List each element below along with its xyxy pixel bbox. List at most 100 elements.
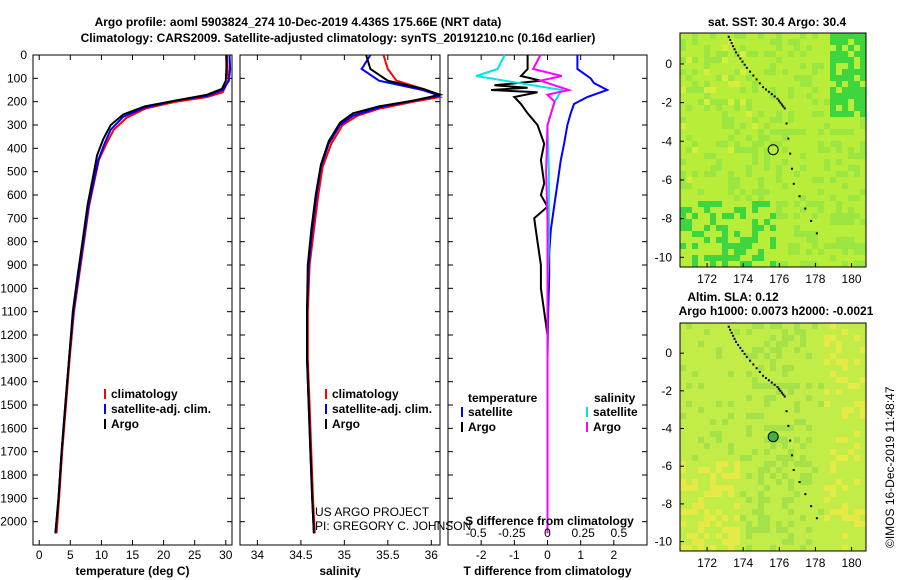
sla-map-cell: [740, 515, 746, 521]
temperature-profile-ytick-label: 1600: [0, 421, 27, 435]
salinity-panel: 34 34.5 35 35.5 36 salinity climatologysatelli…: [239, 54, 444, 578]
sst-map-cell: [704, 57, 710, 63]
sst-map-cell: [692, 213, 698, 219]
sla-map-cell: [698, 437, 704, 443]
sst-map-cell: [692, 171, 698, 177]
sla-map-cell: [788, 449, 794, 455]
sla-map-cell: [818, 383, 824, 389]
sla-map-cell: [752, 527, 758, 533]
sla-map-xtick-label: 174: [733, 556, 753, 570]
sla-map-cell: [830, 449, 836, 455]
sla-map-cell: [776, 455, 782, 461]
sla-map-cell: [752, 383, 758, 389]
sst-map-ytick-label: 0: [665, 57, 672, 71]
difference-legend-salinity-label: Argo: [593, 420, 621, 434]
sla-map-cell: [782, 365, 788, 371]
sla-map-ytick-label: -8: [661, 497, 672, 511]
sla-map-cell: [824, 335, 830, 341]
salinity-legend-label: climatology: [332, 387, 399, 401]
sla-map-cell: [710, 515, 716, 521]
sla-map-cell: [806, 539, 812, 545]
sst-map-cell: [710, 219, 716, 225]
sst-map-cell: [830, 39, 836, 45]
sst-map-cell: [800, 51, 806, 57]
sst-map-cell: [800, 165, 806, 171]
sst-map-cell: [854, 87, 860, 93]
sst-map-cell: [752, 123, 758, 129]
sla-map-cell: [752, 509, 758, 515]
sla-map-cell: [854, 509, 860, 515]
sst-map-cell: [854, 195, 860, 201]
sst-map-cell: [824, 243, 830, 249]
sla-map-cell: [836, 509, 842, 515]
sla-map-cell: [746, 413, 752, 419]
sst-map-cell: [746, 135, 752, 141]
sst-map-cell: [728, 123, 734, 129]
sst-map-cell: [848, 219, 854, 225]
sst-map-cell: [740, 33, 746, 39]
sst-map-cell: [794, 129, 800, 135]
sla-map-cell: [764, 341, 770, 347]
sla-map-cell: [770, 395, 776, 401]
sst-map-cell: [680, 159, 686, 165]
sst-map-cell: [794, 243, 800, 249]
sla-map-cell: [854, 335, 860, 341]
sla-map-cell: [776, 383, 782, 389]
sla-map-cell: [704, 509, 710, 515]
sla-map-track-point: [779, 389, 782, 392]
sla-map-track-point: [755, 367, 758, 370]
sst-map-cell: [734, 249, 740, 255]
sst-map-cell: [698, 201, 704, 207]
sla-map-cell: [764, 521, 770, 527]
sla-map-track-point: [789, 439, 792, 442]
sla-map-cell: [758, 467, 764, 473]
sla-map-cell: [740, 491, 746, 497]
sst-map-cell: [860, 153, 866, 159]
sst-map-cell: [824, 159, 830, 165]
sla-map-cell: [782, 503, 788, 509]
sst-map-cell: [692, 81, 698, 87]
sst-map-cell: [788, 39, 794, 45]
sst-map-cell: [860, 33, 866, 39]
sla-map-title: Altim. SLA: 0.12: [687, 290, 779, 304]
sla-map-cell: [848, 407, 854, 413]
sla-map-cell: [698, 521, 704, 527]
sst-map-cell: [794, 213, 800, 219]
sla-map-cell: [794, 419, 800, 425]
sst-map-cell: [734, 81, 740, 87]
sst-map-cell: [800, 231, 806, 237]
sst-map-cell: [776, 117, 782, 123]
sla-map-cell: [770, 323, 776, 329]
sst-map-cell: [746, 99, 752, 105]
sst-map-cell: [812, 33, 818, 39]
sla-map-track-point: [773, 383, 776, 386]
sst-map-cell: [860, 75, 866, 81]
sla-map-cell: [788, 533, 794, 539]
sla-map-cell: [716, 467, 722, 473]
sst-map-cell: [818, 189, 824, 195]
sst-map-cell: [836, 81, 842, 87]
sst-map-cell: [854, 93, 860, 99]
sst-map-cell: [752, 153, 758, 159]
sst-map-cell: [716, 165, 722, 171]
sst-map-cell: [704, 237, 710, 243]
sst-map-cell: [680, 183, 686, 189]
sla-map-cell: [722, 527, 728, 533]
sla-map-cell: [764, 425, 770, 431]
sla-map-cell: [776, 467, 782, 473]
sla-map-cell: [770, 365, 776, 371]
sla-map-cell: [698, 545, 704, 551]
sla-map-cell: [728, 401, 734, 407]
sla-map-cell: [692, 371, 698, 377]
sla-map-cell: [722, 515, 728, 521]
sst-map-track-point: [743, 63, 746, 66]
sla-map-cell: [770, 461, 776, 467]
sst-map-track-point: [810, 219, 813, 222]
sst-map-cell: [740, 249, 746, 255]
sst-map-cell: [848, 129, 854, 135]
sla-map-track-point: [727, 325, 730, 328]
sla-map-cell: [728, 533, 734, 539]
sla-map-cell: [734, 467, 740, 473]
sst-map-cell: [680, 207, 686, 213]
